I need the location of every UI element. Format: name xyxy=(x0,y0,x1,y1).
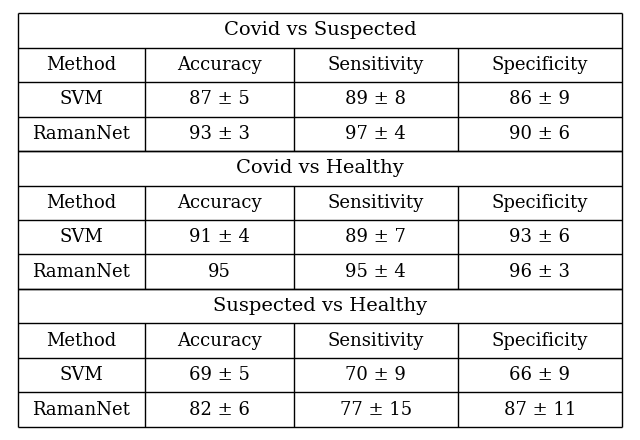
Text: 70 ± 9: 70 ± 9 xyxy=(346,366,406,384)
Text: Sensitivity: Sensitivity xyxy=(328,332,424,350)
Text: SVM: SVM xyxy=(60,90,103,108)
Text: Specificity: Specificity xyxy=(492,56,588,74)
Text: SVM: SVM xyxy=(60,228,103,246)
Text: RamanNet: RamanNet xyxy=(33,263,131,281)
Text: RamanNet: RamanNet xyxy=(33,400,131,418)
Text: Accuracy: Accuracy xyxy=(177,332,262,350)
Text: Covid vs Healthy: Covid vs Healthy xyxy=(236,159,404,177)
Text: 96 ± 3: 96 ± 3 xyxy=(509,263,570,281)
Text: 82 ± 6: 82 ± 6 xyxy=(189,400,250,418)
Text: Sensitivity: Sensitivity xyxy=(328,194,424,212)
Text: 87 ± 11: 87 ± 11 xyxy=(504,400,576,418)
Text: 77 ± 15: 77 ± 15 xyxy=(340,400,412,418)
Text: Accuracy: Accuracy xyxy=(177,56,262,74)
Text: 93 ± 6: 93 ± 6 xyxy=(509,228,570,246)
Text: Covid vs Suspected: Covid vs Suspected xyxy=(224,22,416,40)
Text: Method: Method xyxy=(46,56,116,74)
Text: 86 ± 9: 86 ± 9 xyxy=(509,90,570,108)
Text: Accuracy: Accuracy xyxy=(177,194,262,212)
Text: Sensitivity: Sensitivity xyxy=(328,56,424,74)
Text: 69 ± 5: 69 ± 5 xyxy=(189,366,250,384)
Text: 91 ± 4: 91 ± 4 xyxy=(189,228,250,246)
Text: 87 ± 5: 87 ± 5 xyxy=(189,90,250,108)
Text: 93 ± 3: 93 ± 3 xyxy=(189,125,250,143)
Text: Method: Method xyxy=(46,194,116,212)
Text: 95 ± 4: 95 ± 4 xyxy=(346,263,406,281)
Text: Method: Method xyxy=(46,332,116,350)
Text: Specificity: Specificity xyxy=(492,332,588,350)
Text: 89 ± 7: 89 ± 7 xyxy=(346,228,406,246)
Text: SVM: SVM xyxy=(60,366,103,384)
Text: 66 ± 9: 66 ± 9 xyxy=(509,366,570,384)
Text: Specificity: Specificity xyxy=(492,194,588,212)
Text: Suspected vs Healthy: Suspected vs Healthy xyxy=(213,297,427,315)
Text: 90 ± 6: 90 ± 6 xyxy=(509,125,570,143)
Text: RamanNet: RamanNet xyxy=(33,125,131,143)
Text: 95: 95 xyxy=(208,263,231,281)
Text: 89 ± 8: 89 ± 8 xyxy=(345,90,406,108)
Text: 97 ± 4: 97 ± 4 xyxy=(346,125,406,143)
